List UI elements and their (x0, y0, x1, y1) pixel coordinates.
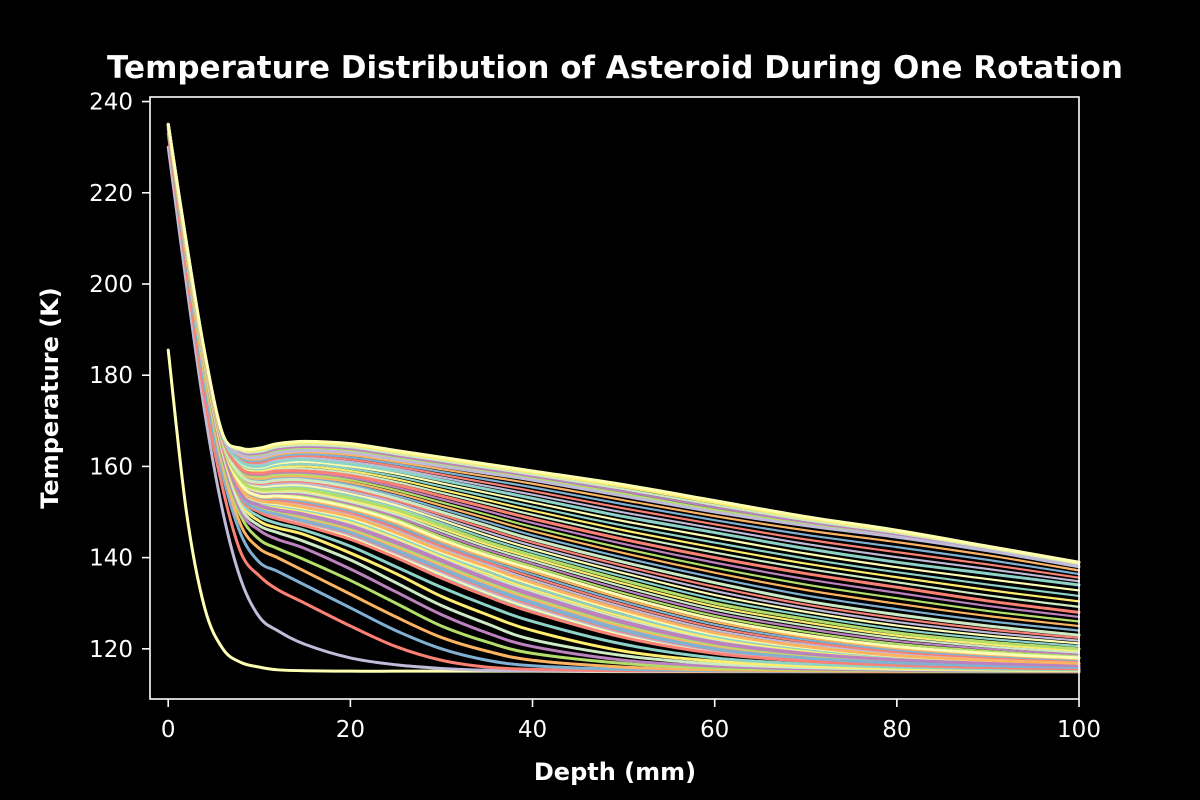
x-tick-label: 60 (700, 717, 729, 743)
chart-title: Temperature Distribution of Asteroid Dur… (107, 50, 1123, 86)
y-tick-label: 180 (89, 363, 133, 389)
series-line-20 (166, 122, 1081, 564)
x-tick-label: 80 (882, 717, 911, 743)
x-tick-label: 100 (1057, 717, 1101, 743)
tick-layer: 0 20 40 60 80 100 120 140 160 180 200 220 240 (89, 90, 1101, 743)
y-tick-label: 220 (89, 181, 133, 207)
x-axis-label: Depth (mm) (534, 758, 696, 786)
y-tick-label: 240 (89, 90, 133, 116)
y-tick-label: 200 (89, 272, 133, 298)
y-tick-label: 120 (89, 637, 133, 663)
x-tick-label: 20 (336, 717, 365, 743)
x-tick-label: 0 (161, 717, 176, 743)
y-tick-label: 140 (89, 546, 133, 572)
x-tick-label: 40 (518, 717, 547, 743)
y-axis-label: Temperature (K) (36, 287, 64, 509)
y-tick-label: 160 (89, 454, 133, 480)
plot-frame (149, 96, 1080, 700)
series-layer (166, 122, 1081, 674)
